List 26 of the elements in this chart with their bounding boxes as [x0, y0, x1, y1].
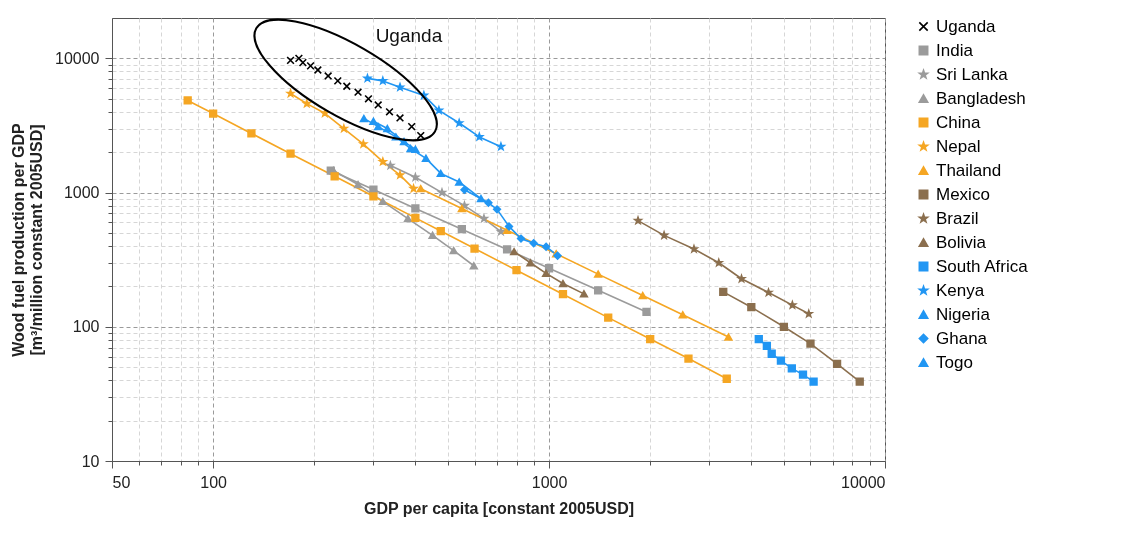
legend-label: Nepal — [936, 136, 981, 156]
legend-label: South Africa — [936, 256, 1029, 276]
x-tick-label: 1000 — [531, 473, 568, 491]
legend-label: Mexico — [936, 184, 990, 204]
legend-label: Brazil — [936, 208, 979, 228]
legend-label: Uganda — [936, 16, 997, 36]
y-tick-label: 10 — [81, 452, 100, 470]
y-tick-label: 10000 — [55, 49, 100, 67]
x-axis-title: GDP per capita [constant 2005USD] — [363, 499, 635, 517]
y-tick-label: 1000 — [63, 184, 100, 202]
legend-label: Ghana — [936, 328, 988, 348]
y-axis-title: Wood fuel production per GDP [m³/million constant 2005USD] — [10, 122, 46, 357]
legend-label: Kenya — [936, 280, 985, 300]
x-tick-label: 100 — [200, 473, 228, 491]
legend-label: China — [936, 112, 981, 132]
legend-label: India — [936, 40, 974, 60]
legend-label: Bangladesh — [936, 88, 1026, 108]
legend-label: Nigeria — [936, 304, 991, 324]
legend-label: Thailand — [936, 160, 1002, 180]
legend-label: Sri Lanka — [936, 64, 1009, 84]
legend-label: Togo — [936, 352, 973, 372]
y-tick-label: 100 — [72, 318, 100, 336]
legend-label: Bolivia — [936, 232, 987, 252]
x-tick-label: 50 — [112, 473, 131, 491]
x-tick-label: 10000 — [841, 473, 886, 491]
annotation: Uganda — [375, 24, 443, 46]
